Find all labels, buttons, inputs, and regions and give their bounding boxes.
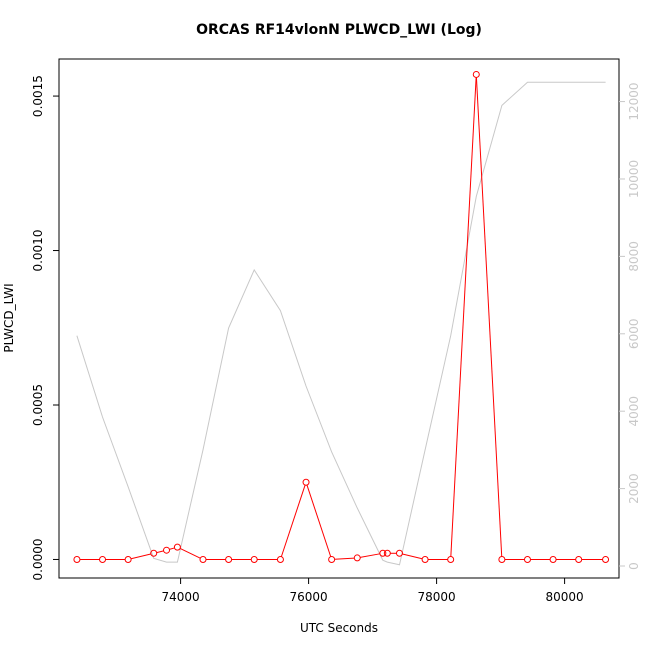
plwcd-lwi-point: [395, 549, 403, 557]
x-axis: 74000 76000 78000 80000: [162, 578, 584, 604]
altitude-series: [76, 81, 606, 566]
altitude-line: [76, 81, 606, 566]
plwcd-lwi-point: [150, 549, 158, 557]
chart-title: ORCAS RF14vlonN PLWCD_LWI (Log): [196, 22, 482, 38]
plwcd-lwi-point: [99, 555, 107, 563]
y-tick-label: 0.0000: [31, 538, 45, 580]
plwcd-lwi-point: [163, 546, 171, 554]
plwcd-lwi-series: [73, 70, 610, 563]
y2-tick-label: 2000: [627, 473, 641, 504]
plwcd-lwi-point: [447, 555, 455, 563]
y2-tick-label: 0: [627, 562, 641, 570]
plwcd-lwi-point: [225, 555, 233, 563]
plwcd-lwi-point: [250, 555, 258, 563]
y2-tick-label: 8000: [627, 241, 641, 272]
plwcd-lwi-point: [353, 554, 361, 562]
plwcd-lwi-point: [328, 555, 336, 563]
plwcd-lwi-segment: [130, 553, 151, 560]
plwcd-lwi-point: [199, 555, 207, 563]
plwcd-lwi-point: [383, 549, 391, 557]
plwcd-lwi-point: [302, 478, 310, 486]
plwcd-lwi-segment: [450, 77, 477, 557]
plwcd-lwi-segment: [306, 484, 332, 557]
plwcd-lwi-point: [602, 555, 610, 563]
plwcd-lwi-point: [498, 555, 506, 563]
y2-tick-label: 12000: [627, 82, 641, 120]
plwcd-lwi-segment: [360, 553, 380, 558]
y-tick-label: 0.0010: [31, 230, 45, 272]
plwcd-lwi-point: [549, 555, 557, 563]
plwcd-lwi-segment: [475, 77, 503, 557]
plwcd-lwi-segment: [179, 547, 201, 559]
plwcd-lwi-point: [73, 555, 81, 563]
plwcd-lwi-segment: [280, 484, 306, 557]
y-axis-label: PLWCD_LWI: [2, 283, 16, 352]
plwcd-lwi-point: [173, 543, 181, 551]
x-tick-label: 76000: [290, 590, 328, 604]
plwcd-lwi-segment: [169, 547, 175, 550]
plwcd-lwi-point: [379, 549, 387, 557]
y2-tick-label: 4000: [627, 396, 641, 427]
y-tick-label: 0.0015: [31, 75, 45, 117]
x-tick-label: 74000: [162, 590, 200, 604]
y-tick-label: 0.0005: [31, 384, 45, 426]
plwcd-lwi-point: [276, 555, 284, 563]
plwcd-lwi-point: [523, 555, 531, 563]
plot-frame: [58, 58, 620, 579]
y-axis-left: 0.0000 0.0005 0.0010 0.0015: [31, 75, 59, 580]
plwcd-lwi-point: [472, 70, 480, 78]
plwcd-lwi-point: [421, 555, 429, 563]
plwcd-lwi-point: [124, 555, 132, 563]
x-axis-label: UTC Seconds: [300, 621, 378, 635]
x-tick-label: 78000: [418, 590, 456, 604]
plwcd-lwi-segment: [156, 550, 164, 554]
plwcd-lwi-segment: [402, 553, 423, 560]
y2-tick-label: 10000: [627, 160, 641, 198]
plwcd-lwi-point: [575, 555, 583, 563]
x-tick-label: 80000: [546, 590, 584, 604]
y2-tick-label: 6000: [627, 319, 641, 350]
y-axis-right: 0 2000 4000 6000 8000 10000 12000: [619, 82, 641, 570]
plwcd-lwi-segment: [334, 557, 355, 560]
